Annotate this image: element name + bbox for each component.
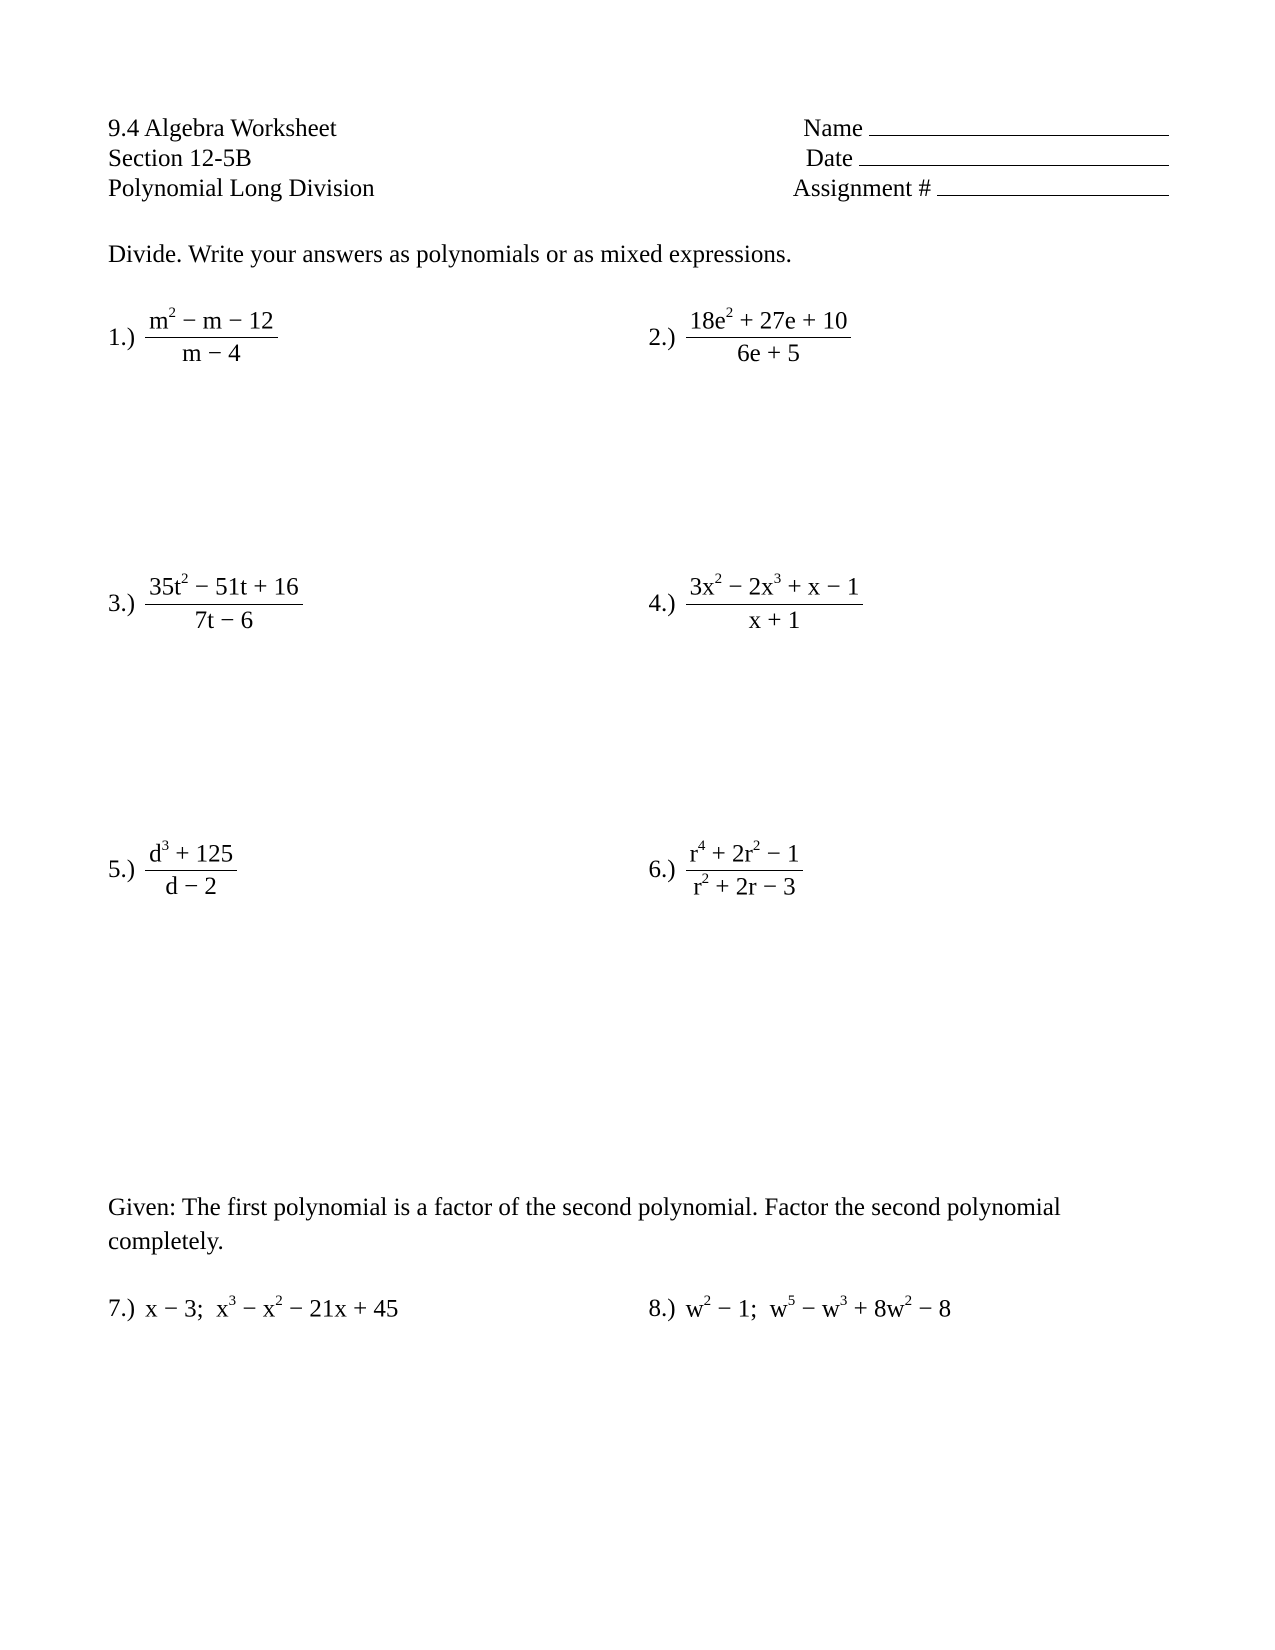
denominator: x + 1 — [745, 605, 805, 635]
instructions-divide: Divide. Write your answers as polynomial… — [108, 241, 1169, 269]
problems-grid-inline: 7.) x − 3; x3 − x2 − 21x + 45 8.) w2 − 1… — [108, 1295, 1169, 1323]
instructions-factor: Given: The first polynomial is a factor … — [108, 1191, 1169, 1259]
problem-number: 7.) — [108, 1295, 135, 1323]
problem-number: 6.) — [649, 856, 676, 884]
name-blank[interactable] — [869, 135, 1169, 136]
problem-number: 3.) — [108, 590, 135, 618]
problem-number: 1.) — [108, 324, 135, 352]
header-row-1: 9.4 Algebra Worksheet Name — [108, 115, 1169, 143]
assignment-blank[interactable] — [937, 195, 1169, 196]
fraction-expression: m2 − m − 12 m − 4 — [145, 307, 278, 368]
numerator: d3 + 125 — [145, 840, 237, 871]
assignment-field: Assignment # — [793, 175, 1169, 203]
denominator: 6e + 5 — [733, 338, 804, 368]
polynomial-expression: w2 − 1; w5 − w3 + 8w2 − 8 — [686, 1295, 952, 1323]
denominator: m − 4 — [178, 338, 245, 368]
date-label: Date — [806, 145, 853, 173]
problem-7: 7.) x − 3; x3 − x2 − 21x + 45 — [108, 1295, 629, 1323]
fraction-expression: 18e2 + 27e + 10 6e + 5 — [686, 307, 852, 368]
spacer — [649, 635, 1170, 840]
denominator: r2 + 2r − 3 — [689, 871, 799, 901]
assignment-label: Assignment # — [793, 175, 931, 203]
problem-3: 3.) 35t2 − 51t + 16 7t − 6 — [108, 573, 629, 634]
header-row-2: Section 12-5B Date — [108, 145, 1169, 173]
problem-8: 8.) w2 − 1; w5 − w3 + 8w2 − 8 — [649, 1295, 1170, 1323]
problem-1: 1.) m2 − m − 12 m − 4 — [108, 307, 629, 368]
numerator: 35t2 − 51t + 16 — [145, 573, 303, 604]
numerator: m2 − m − 12 — [145, 307, 278, 338]
numerator: r4 + 2r2 − 1 — [686, 840, 804, 871]
problem-number: 5.) — [108, 856, 135, 884]
name-field: Name — [803, 115, 1169, 143]
problem-number: 8.) — [649, 1295, 676, 1323]
name-label: Name — [803, 115, 863, 143]
polynomial-expression: x − 3; x3 − x2 − 21x + 45 — [145, 1295, 398, 1323]
worksheet-title: 9.4 Algebra Worksheet — [108, 115, 337, 143]
topic-label: Polynomial Long Division — [108, 175, 375, 203]
problem-5: 5.) d3 + 125 d − 2 — [108, 840, 629, 902]
problem-6: 6.) r4 + 2r2 − 1 r2 + 2r − 3 — [649, 840, 1170, 902]
numerator: 18e2 + 27e + 10 — [686, 307, 852, 338]
fraction-expression: 3x2 − 2x3 + x − 1 x + 1 — [686, 573, 864, 634]
date-field: Date — [806, 145, 1169, 173]
spacer — [108, 368, 629, 573]
spacer — [108, 635, 629, 840]
problem-2: 2.) 18e2 + 27e + 10 6e + 5 — [649, 307, 1170, 368]
problem-4: 4.) 3x2 − 2x3 + x − 1 x + 1 — [649, 573, 1170, 634]
denominator: d − 2 — [161, 871, 221, 901]
numerator: 3x2 − 2x3 + x − 1 — [686, 573, 864, 604]
denominator: 7t − 6 — [191, 605, 258, 635]
fraction-expression: 35t2 − 51t + 16 7t − 6 — [145, 573, 303, 634]
problem-number: 2.) — [649, 324, 676, 352]
section-label: Section 12-5B — [108, 145, 252, 173]
spacer — [649, 368, 1170, 573]
problems-grid-fractions: 1.) m2 − m − 12 m − 4 2.) 18e2 + 27e + 1… — [108, 307, 1169, 901]
fraction-expression: r4 + 2r2 − 1 r2 + 2r − 3 — [686, 840, 804, 902]
date-blank[interactable] — [859, 165, 1169, 166]
problem-number: 4.) — [649, 590, 676, 618]
header-row-3: Polynomial Long Division Assignment # — [108, 175, 1169, 203]
fraction-expression: d3 + 125 d − 2 — [145, 840, 237, 901]
